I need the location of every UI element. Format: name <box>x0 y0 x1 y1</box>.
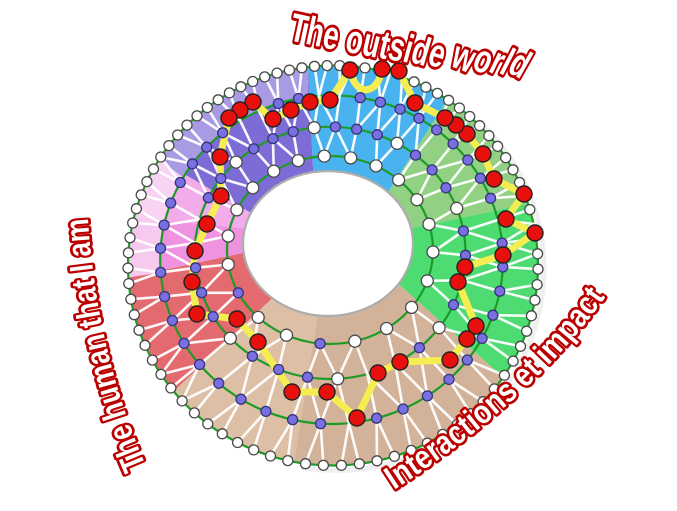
svg-text:a: a <box>61 240 99 259</box>
svg-text:m: m <box>59 217 97 243</box>
